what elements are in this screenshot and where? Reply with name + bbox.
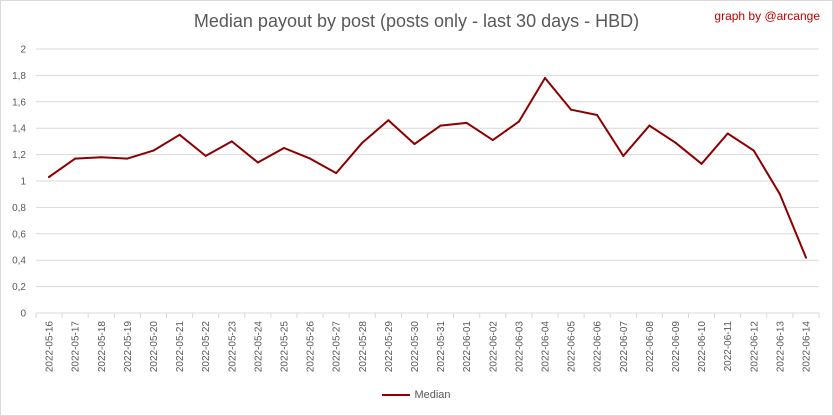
x-tick-label: 2022-06-11	[723, 321, 734, 372]
x-tick-label: 2022-06-14	[801, 321, 812, 373]
x-tick-label: 2022-06-13	[775, 321, 786, 373]
data-point	[465, 121, 468, 124]
gridlines	[36, 48, 819, 314]
x-tick-label: 2022-06-12	[749, 321, 760, 373]
data-point	[282, 147, 285, 149]
x-tick-label: 2022-06-05	[567, 321, 578, 373]
x-tick-label: 2022-05-30	[410, 321, 421, 373]
y-tick-label: 1,2	[12, 150, 26, 161]
x-tick-label: 2022-05-28	[358, 321, 369, 373]
x-tick-label: 2022-05-22	[201, 321, 212, 373]
y-tick-label: 0	[20, 309, 26, 320]
data-point	[752, 149, 755, 152]
data-point	[700, 162, 703, 165]
legend-label-median: Median	[414, 389, 451, 401]
data-point	[387, 119, 390, 122]
x-tick-label: 2022-05-27	[332, 321, 343, 373]
x-tick-label: 2022-05-31	[436, 321, 447, 373]
y-tick-label: 1	[20, 177, 26, 188]
data-point	[230, 140, 233, 143]
x-tick-label: 2022-06-09	[671, 321, 682, 373]
data-point	[570, 108, 573, 111]
series-median	[48, 77, 807, 259]
data-point	[361, 141, 364, 144]
x-axis: 2022-05-16 2022-05-17 2022-05-18 2022-05-19…	[35, 313, 820, 373]
data-point	[726, 132, 729, 135]
data-point	[152, 149, 155, 152]
data-point	[74, 157, 77, 160]
data-point	[439, 124, 442, 127]
y-tick-label: 1,4	[12, 124, 26, 135]
data-point	[126, 157, 129, 160]
x-tick-label: 2022-05-25	[279, 321, 290, 373]
legend-swatch-median	[382, 394, 411, 397]
x-tick-label: 2022-06-01	[462, 321, 473, 373]
x-tick-label: 2022-05-21	[175, 321, 186, 373]
data-point	[413, 143, 416, 146]
data-point	[100, 156, 103, 159]
x-tick-label: 2022-05-24	[253, 321, 264, 373]
data-point	[517, 120, 520, 123]
x-tick-label: 2022-05-16	[45, 321, 56, 373]
y-tick-label: 1,6	[12, 97, 26, 108]
legend: Median	[1, 389, 832, 401]
x-tick-label: 2022-06-04	[540, 321, 551, 373]
data-point	[596, 114, 599, 116]
x-tick-label: 2022-05-17	[71, 321, 82, 373]
x-tick-label: 2022-06-03	[514, 321, 525, 373]
x-tick-label: 2022-06-02	[488, 321, 499, 373]
x-tick-label: 2022-06-06	[593, 321, 604, 373]
data-point	[48, 176, 51, 179]
x-tick-label: 2022-06-07	[619, 321, 630, 373]
data-point	[309, 157, 312, 160]
data-point	[178, 133, 181, 136]
y-tick-label: 0,4	[12, 256, 26, 267]
y-tick-label: 1,8	[12, 71, 26, 82]
graph-credit: graph by @arcange	[714, 9, 820, 23]
x-tick-label: 2022-05-18	[97, 321, 108, 373]
x-tick-label: 2022-05-20	[149, 321, 160, 373]
data-point	[256, 161, 259, 164]
x-tick-label: 2022-05-19	[123, 321, 134, 373]
data-point	[622, 154, 625, 157]
data-point	[778, 193, 781, 196]
data-point	[674, 141, 677, 144]
x-tick-label: 2022-05-29	[384, 321, 395, 373]
y-tick-label: 0,6	[12, 229, 26, 240]
data-point	[491, 139, 494, 142]
x-tick-label: 2022-05-26	[306, 321, 317, 373]
y-tick-label: 0,2	[12, 282, 26, 293]
y-axis: 0 0,2 0,4 0,6 0,8 1 1,2 1,4 1,6 1,8 2	[12, 45, 26, 320]
data-point	[804, 256, 807, 259]
x-tick-label: 2022-06-08	[645, 321, 656, 373]
y-tick-label: 0,8	[12, 203, 26, 214]
x-tick-label: 2022-05-23	[227, 321, 238, 373]
data-point	[204, 154, 207, 157]
chart-title: Median payout by post (posts only - last…	[193, 11, 640, 31]
x-tick-label: 2022-06-10	[697, 321, 708, 373]
series-line-median	[48, 77, 807, 259]
data-point	[543, 77, 546, 80]
data-point	[648, 124, 651, 127]
data-point	[335, 172, 338, 175]
y-tick-label: 2	[20, 45, 26, 56]
